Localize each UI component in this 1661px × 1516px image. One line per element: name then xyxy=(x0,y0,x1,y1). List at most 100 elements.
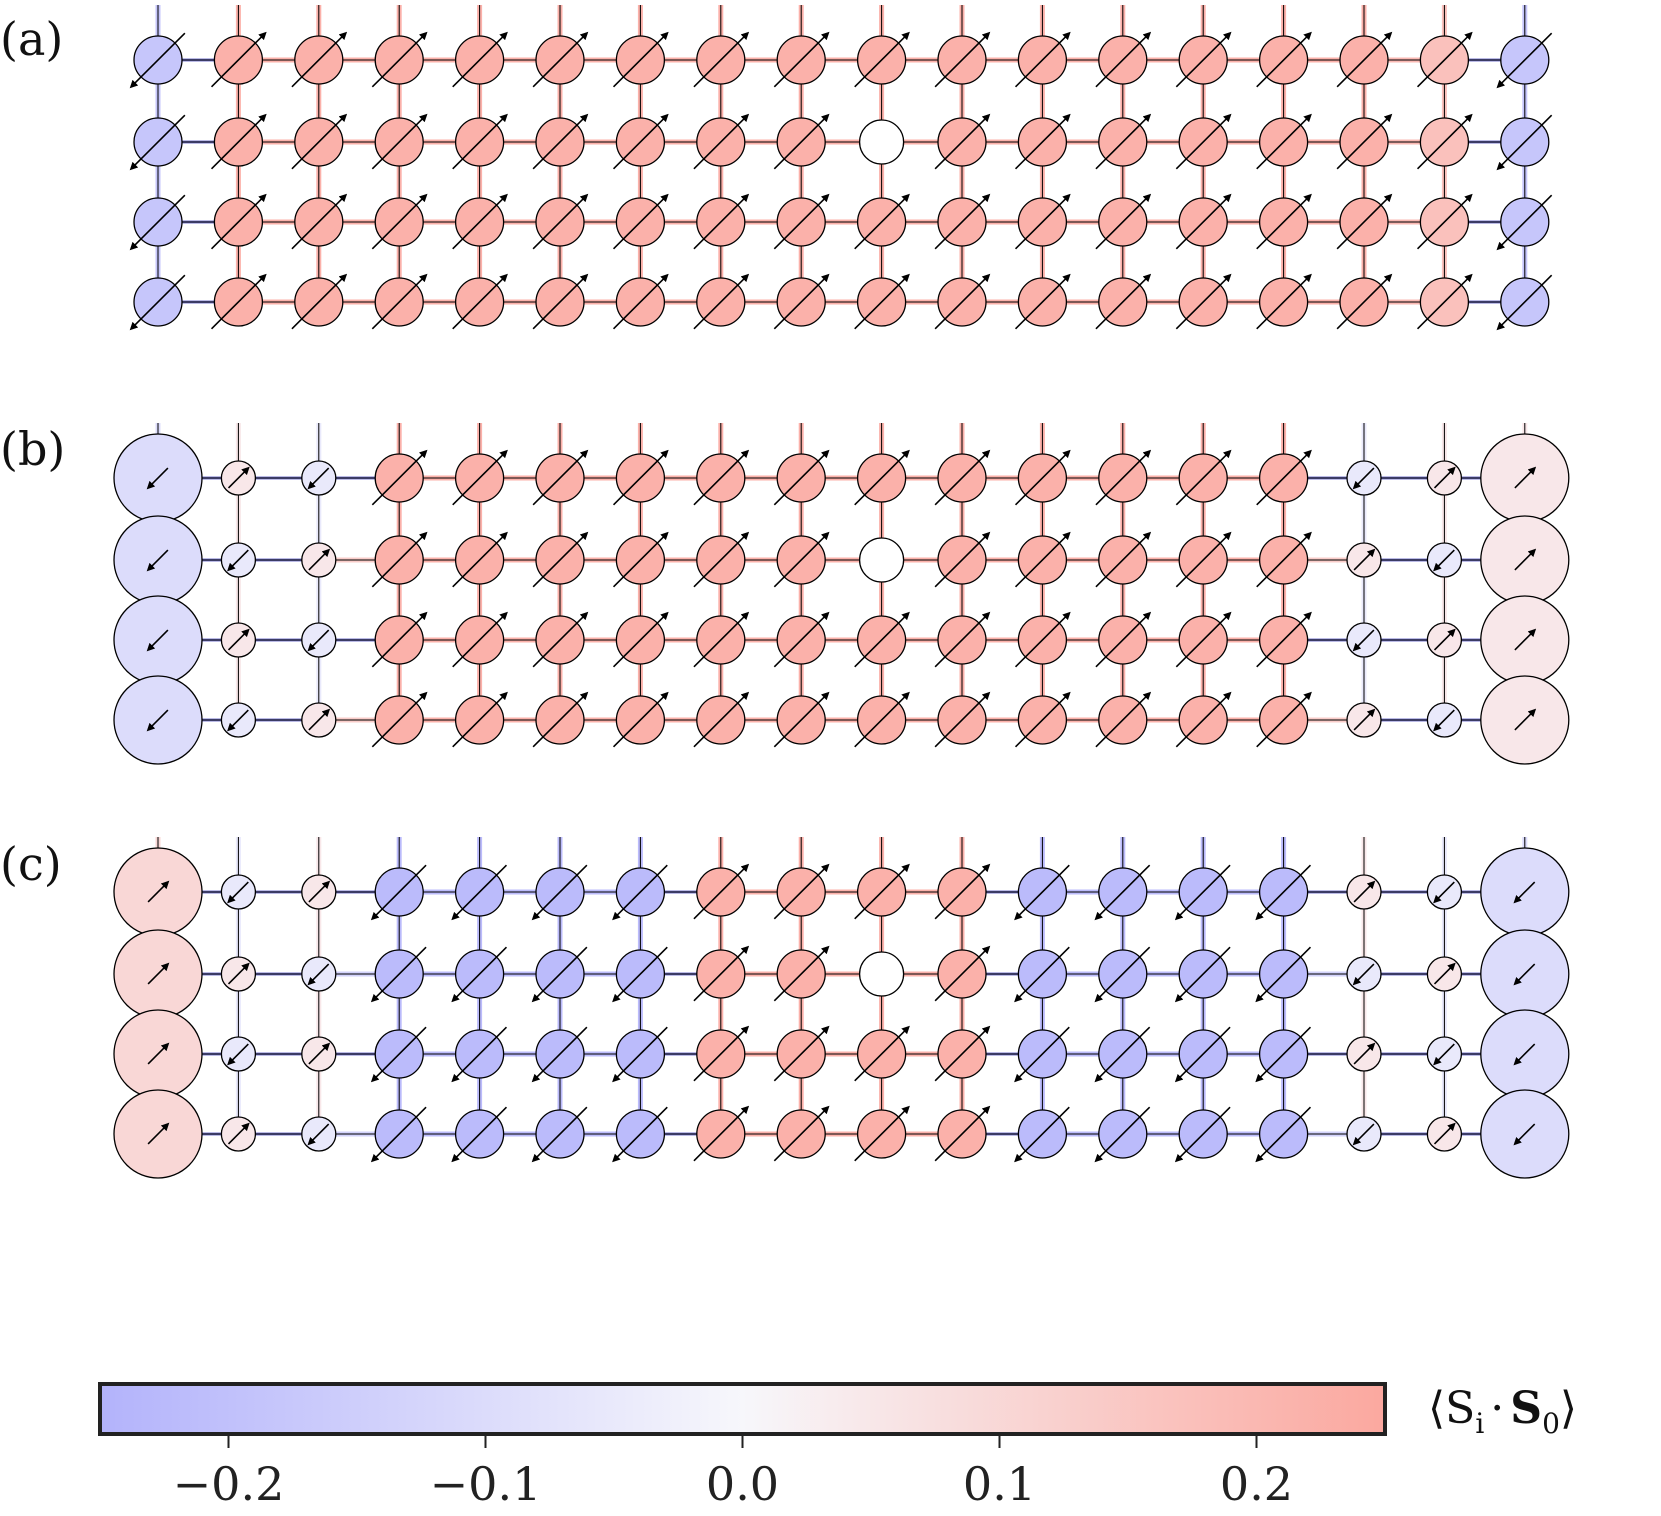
spin-arrow xyxy=(210,193,267,250)
spin-arrow xyxy=(934,863,991,920)
colorbar-tick-label: −0.2 xyxy=(173,1457,285,1511)
colorbar-title: ⟨Si · S0⟩ xyxy=(1428,1383,1577,1440)
spin-arrow xyxy=(1513,1043,1536,1066)
spin-arrow xyxy=(532,273,589,330)
spin-arrow xyxy=(934,945,991,1002)
spin-arrow xyxy=(693,113,750,170)
spin-arrow xyxy=(451,1026,508,1083)
spin-arrow xyxy=(1353,548,1376,571)
spin-arrow xyxy=(1175,691,1232,748)
spin-arrow xyxy=(773,1025,830,1082)
spin-arrow xyxy=(371,449,428,506)
spin-arrow xyxy=(210,113,267,170)
spin-arrow xyxy=(1095,531,1152,588)
spin-arrow xyxy=(1433,709,1455,732)
spin-arrow xyxy=(934,531,991,588)
spin-arrow xyxy=(1174,1026,1231,1083)
spin-arrow xyxy=(452,193,508,250)
spin-arrow xyxy=(531,946,588,1003)
spin-arrow xyxy=(612,113,669,170)
spin-arrow xyxy=(773,193,830,250)
spin-arrow xyxy=(1256,273,1312,330)
spin-arrow xyxy=(1175,31,1232,88)
spin-arrow xyxy=(693,531,750,588)
colorbar: −0.2 −0.1 0.0 0.1 0.2 ⟨Si · S0⟩ xyxy=(98,1382,1577,1511)
spin-arrow xyxy=(1514,628,1537,651)
spin-arrow xyxy=(1255,1106,1312,1163)
spin-arrow xyxy=(612,531,669,588)
spin-arrow xyxy=(1513,881,1536,904)
spin-arrow xyxy=(1256,691,1312,748)
spin-arrow xyxy=(129,114,186,171)
spin-arrow xyxy=(1496,114,1553,171)
spin-arrow xyxy=(1352,629,1375,652)
spin-arrow xyxy=(1175,449,1232,506)
spin-arrow xyxy=(1095,113,1152,170)
spin-arrow xyxy=(612,864,668,921)
spin-arrow xyxy=(773,531,830,588)
spin-arrow xyxy=(210,31,267,88)
spin-arrow xyxy=(307,467,330,490)
spin-arrow xyxy=(1336,273,1393,330)
spin-arrow xyxy=(291,193,348,250)
spin-arrow xyxy=(1175,611,1232,668)
spin-arrow xyxy=(452,113,508,170)
spin-arrow xyxy=(371,31,428,88)
spin-arrow xyxy=(934,611,991,668)
spin-arrow xyxy=(1513,963,1536,986)
spin-arrow xyxy=(227,1122,250,1145)
panel-b-lattice xyxy=(113,423,1570,765)
spin-arrow xyxy=(1095,449,1152,506)
spin-arrow xyxy=(773,611,830,668)
spin-arrow xyxy=(693,611,750,668)
spin-arrow xyxy=(1496,32,1553,89)
spin-arrow xyxy=(693,863,750,920)
spin-arrow xyxy=(308,708,331,731)
spin-arrow xyxy=(227,1043,249,1066)
spin-arrow xyxy=(452,273,508,330)
spin-arrow xyxy=(307,963,330,986)
spin-arrow xyxy=(532,611,589,668)
spin-arrow xyxy=(291,113,348,170)
spin-arrow xyxy=(1433,1122,1456,1145)
spin-arrow xyxy=(146,629,169,652)
spin-arrow xyxy=(854,691,910,748)
spin-arrow xyxy=(1174,946,1231,1003)
spin-arrow xyxy=(1094,1106,1151,1163)
spin-arrow xyxy=(1496,274,1553,331)
hole-site xyxy=(858,119,905,165)
spin-arrow xyxy=(1175,193,1232,250)
spin-arrow xyxy=(854,31,910,88)
panel-a-lattice xyxy=(129,5,1553,331)
spin-arrow xyxy=(1336,113,1393,170)
spin-arrow xyxy=(1416,31,1473,88)
spin-arrow xyxy=(1014,193,1071,250)
spin-arrow xyxy=(147,1122,170,1145)
spin-arrow xyxy=(854,449,910,506)
spin-arrow xyxy=(227,466,250,489)
spin-arrow xyxy=(370,946,427,1003)
spin-arrow xyxy=(1433,962,1456,985)
spin-arrow xyxy=(773,113,830,170)
spin-arrow xyxy=(1014,611,1071,668)
spin-arrow xyxy=(308,548,331,571)
spin-arrow xyxy=(532,449,589,506)
spin-arrow xyxy=(227,549,249,572)
spin-arrow xyxy=(612,946,668,1003)
spin-arrow xyxy=(1352,1123,1375,1146)
spin-arrow xyxy=(1353,708,1376,731)
spin-arrow xyxy=(1094,864,1151,921)
spin-arrow xyxy=(1433,466,1456,489)
spin-arrow xyxy=(693,691,750,748)
spin-arrow xyxy=(934,113,991,170)
spin-arrow xyxy=(227,962,250,985)
colorbar-tick-label: 0.2 xyxy=(1220,1457,1293,1511)
colorbar-ticks: −0.2 −0.1 0.0 0.1 0.2 xyxy=(173,1434,1293,1511)
spin-arrow xyxy=(370,1106,427,1163)
spin-arrow xyxy=(773,691,830,748)
spin-arrow xyxy=(147,880,170,903)
spin-arrow xyxy=(1095,31,1152,88)
spin-arrow xyxy=(1352,963,1375,986)
spin-arrow xyxy=(854,1105,910,1162)
spin-arrow xyxy=(1174,1106,1231,1163)
